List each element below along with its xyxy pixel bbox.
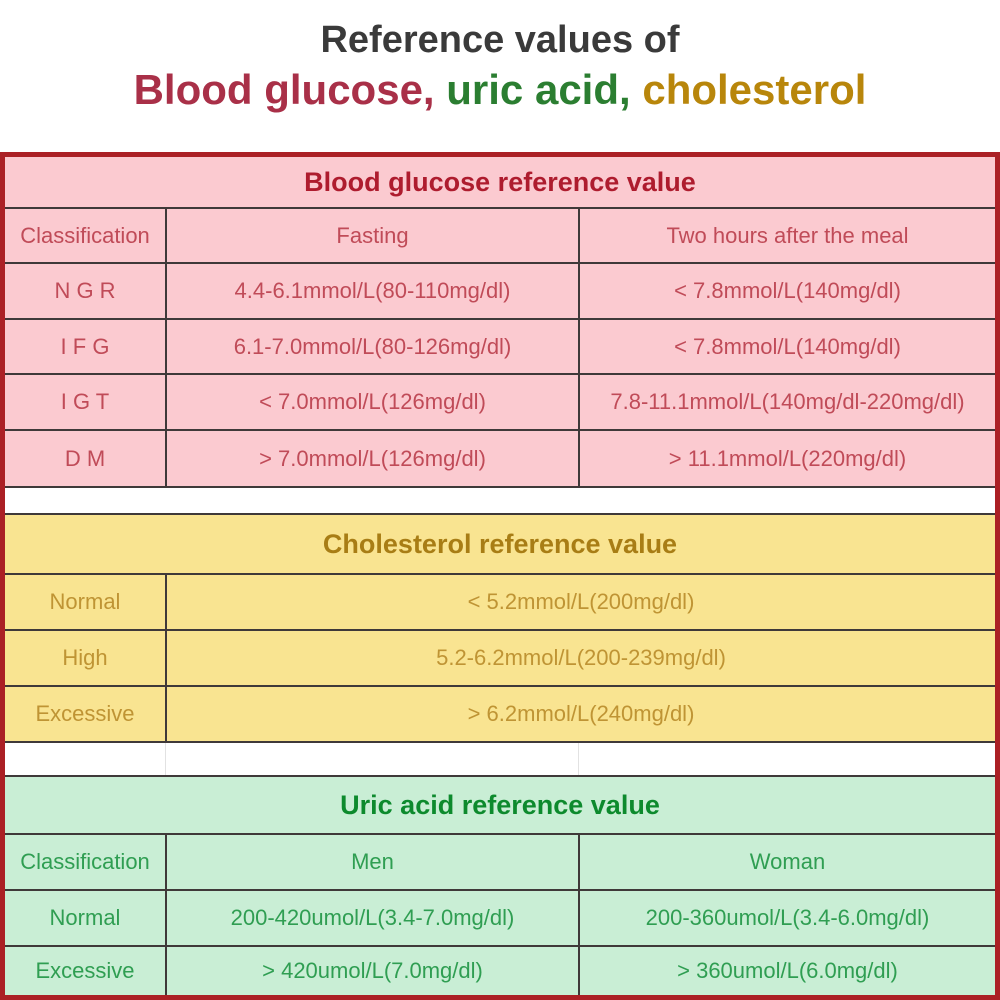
table-row: High 5.2-6.2mmol/L(200-239mg/dl) [5,629,995,686]
table-cell: High [62,645,108,671]
table-cell: > 420umol/L(7.0mg/dl) [165,947,578,995]
table-cell: N G R [54,278,116,303]
table-cell: Excessive [35,701,135,727]
table-title-row: Uric acid reference value [5,777,995,833]
table-row: Normal < 5.2mmol/L(200mg/dl) [5,573,995,630]
table-cell: Excessive [35,958,135,983]
spacer-cell [578,743,995,775]
table-row: Excessive > 6.2mmol/L(240mg/dl) [5,685,995,742]
table-cell: < 7.8mmol/L(140mg/dl) [578,264,995,318]
title-uric-acid: uric acid, [434,66,631,113]
column-header: Men [165,835,578,889]
spacer-cell [165,743,578,775]
table-row: D M > 7.0mmol/L(126mg/dl) > 11.1mmol/L(2… [5,429,995,486]
table-cell: > 11.1mmol/L(220mg/dl) [578,431,995,486]
table-cell: 200-420umol/L(3.4-7.0mg/dl) [165,891,578,945]
table-cell: 6.1-7.0mmol/L(80-126mg/dl) [165,320,578,373]
table-cell: < 5.2mmol/L(200mg/dl) [165,575,995,630]
table-row: N G R 4.4-6.1mmol/L(80-110mg/dl) < 7.8mm… [5,262,995,318]
table-cell: Normal [49,905,121,930]
table-cell: > 6.2mmol/L(240mg/dl) [165,687,995,742]
table-header-row: Classification Fasting Two hours after t… [5,207,995,262]
table-cell: D M [64,445,106,471]
title-line-2: Blood glucose, uric acid, cholesterol [0,64,1000,116]
cholesterol-table: Cholesterol reference value Normal < 5.2… [5,513,995,742]
table-header-row: Classification Men Woman [5,833,995,889]
uric-acid-table: Uric acid reference value Classification… [5,775,995,995]
table-cell: I G T [60,389,110,414]
uric-acid-table-title: Uric acid reference value [340,789,660,820]
spacer-cell [5,743,165,775]
title-line-1: Reference values of [320,19,680,61]
page-title: Reference values of Blood glucose, uric … [0,16,1000,116]
table-cell: 7.8-11.1mmol/L(140mg/dl-220mg/dl) [578,375,995,429]
table-row: I G T < 7.0mmol/L(126mg/dl) 7.8-11.1mmol… [5,373,995,429]
table-title-row: Blood glucose reference value [5,157,995,207]
cholesterol-table-title: Cholesterol reference value [322,528,678,559]
table-cell: 200-360umol/L(3.4-6.0mg/dl) [578,891,995,945]
table-cell: > 360umol/L(6.0mg/dl) [578,947,995,995]
table-row: Normal 200-420umol/L(3.4-7.0mg/dl) 200-3… [5,889,995,945]
table-cell: 4.4-6.1mmol/L(80-110mg/dl) [165,264,578,318]
table-row: I F G 6.1-7.0mmol/L(80-126mg/dl) < 7.8mm… [5,318,995,373]
column-header: Classification [20,222,150,248]
blood-glucose-table-title: Blood glucose reference value [304,166,696,197]
spacer-row [5,486,995,514]
title-blood-glucose: Blood glucose, [133,66,435,113]
table-row: Excessive > 420umol/L(7.0mg/dl) > 360umo… [5,945,995,995]
title-cholesterol: cholesterol [630,66,867,113]
table-title-row: Cholesterol reference value [5,515,995,573]
tables-frame: Blood glucose reference value Classifica… [0,152,1000,1000]
column-header: Fasting [165,209,578,262]
table-cell: < 7.8mmol/L(140mg/dl) [578,320,995,373]
spacer-row [5,741,995,775]
table-cell: I F G [60,333,110,359]
table-cell: < 7.0mmol/L(126mg/dl) [165,375,578,429]
column-header: Classification [20,849,150,874]
table-cell: 5.2-6.2mmol/L(200-239mg/dl) [165,631,995,686]
table-cell: Normal [49,589,121,615]
column-header: Woman [578,835,995,889]
blood-glucose-table: Blood glucose reference value Classifica… [5,157,995,486]
table-cell: > 7.0mmol/L(126mg/dl) [165,431,578,486]
column-header: Two hours after the meal [578,209,995,262]
